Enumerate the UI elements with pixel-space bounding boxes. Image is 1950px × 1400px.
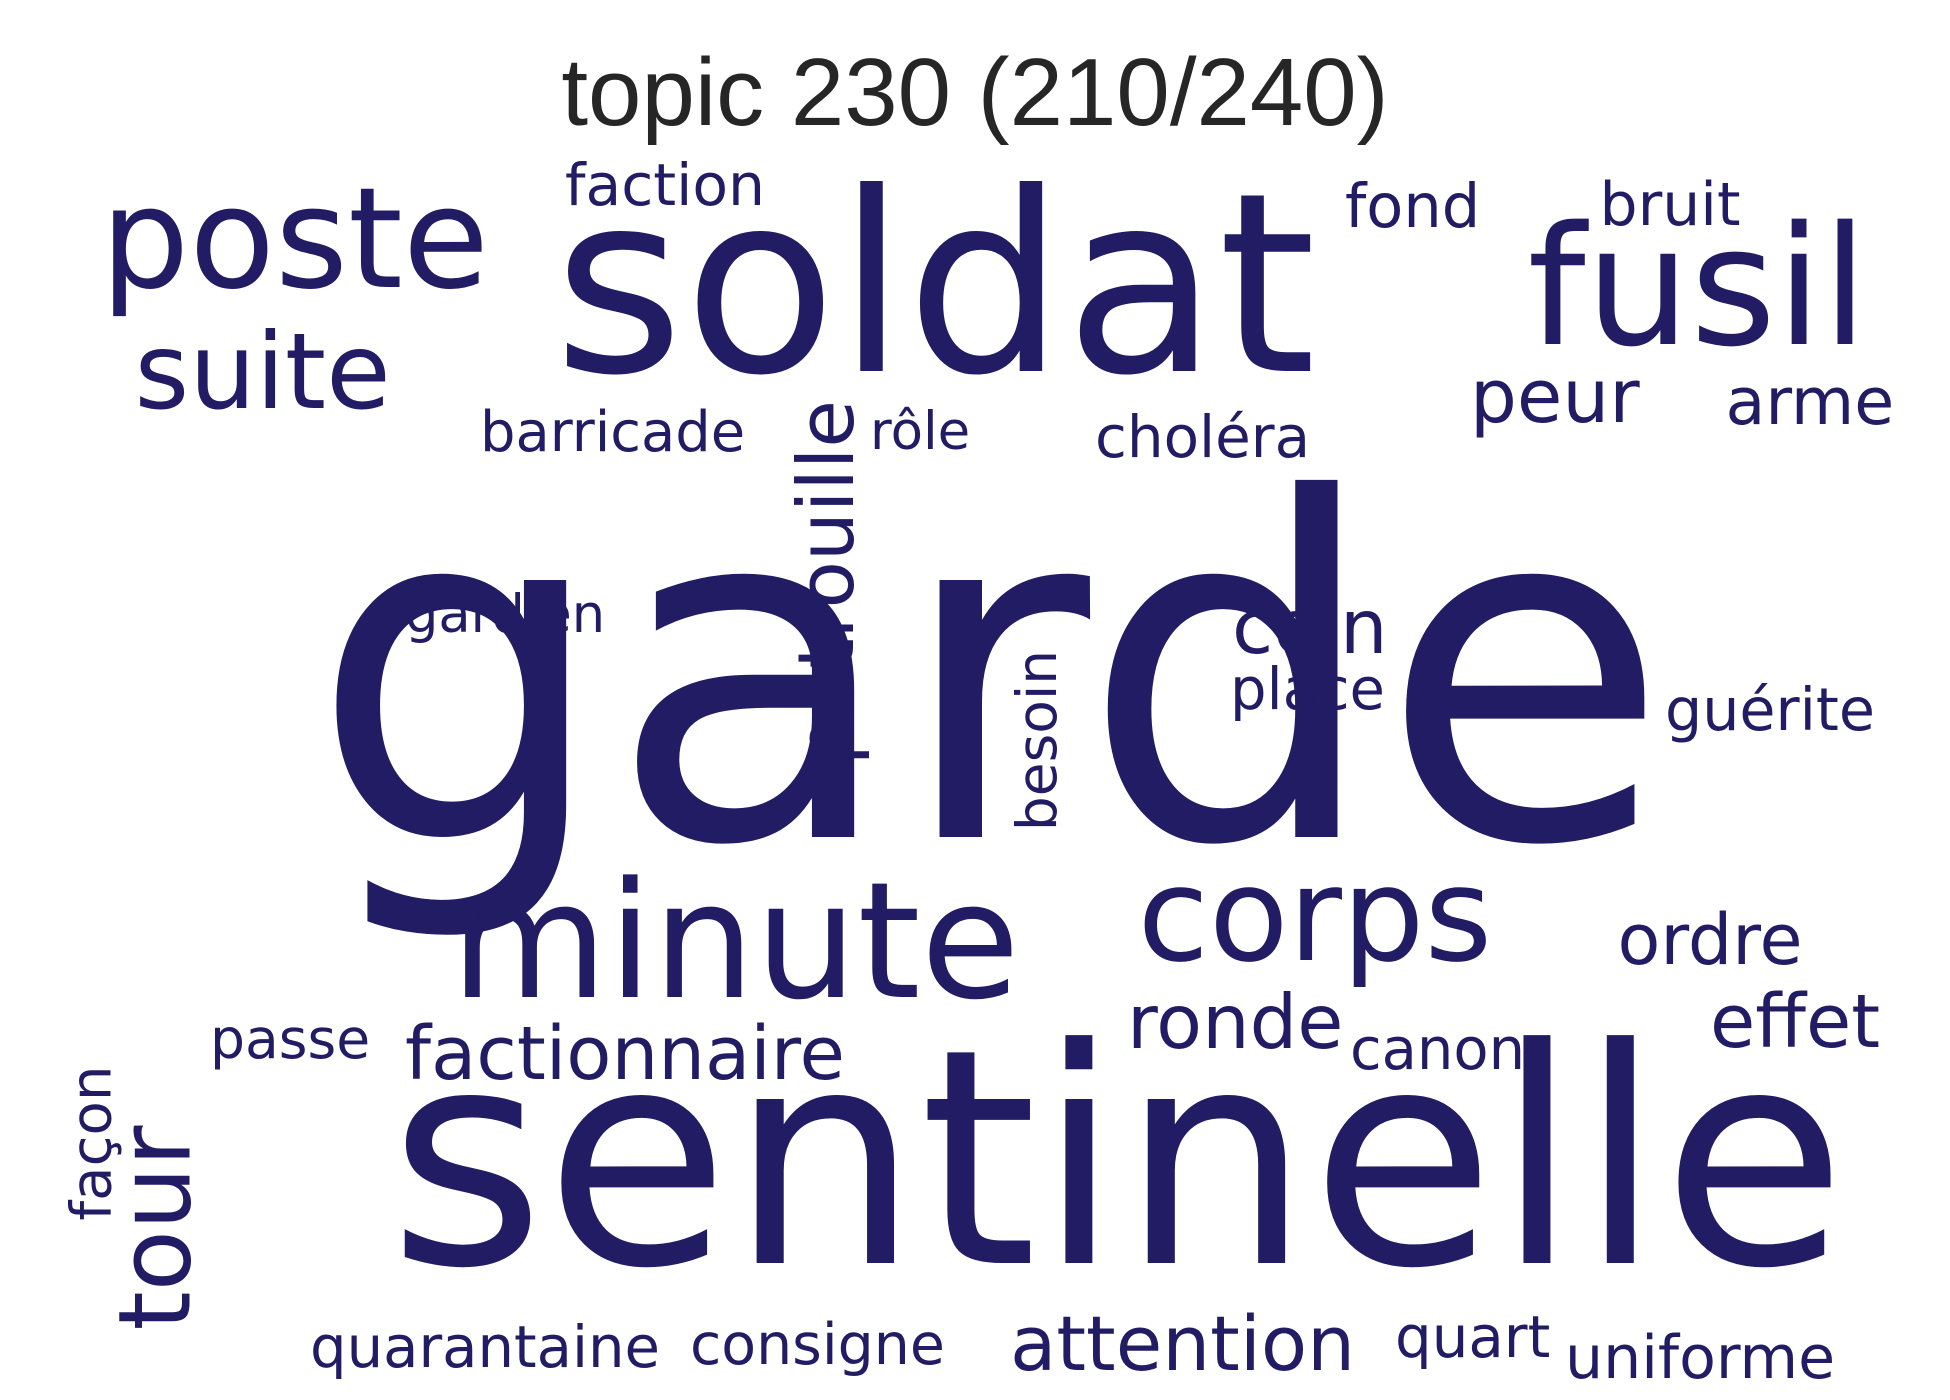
word-coin: coin <box>1232 583 1388 671</box>
word-attention: attention <box>1010 1300 1356 1388</box>
word-consigne: consigne <box>690 1311 945 1378</box>
word-uniforme: uniforme <box>1565 1322 1836 1393</box>
word-canon: canon <box>1350 1016 1526 1083</box>
word-minute: minute <box>450 848 1020 1036</box>
word-faction: faction <box>565 151 765 219</box>
word-poste: poste <box>100 158 490 321</box>
word-quarantaine: quarantaine <box>310 1312 661 1381</box>
word-cholera: choléra <box>1095 402 1311 471</box>
word-facon: façon <box>59 1065 125 1221</box>
word-place: place <box>1230 656 1385 723</box>
word-guerite: guérite <box>1665 675 1875 744</box>
word-peur: peur <box>1470 353 1640 440</box>
word-fond: fond <box>1345 172 1481 242</box>
word-soldat: soldat <box>553 139 1317 430</box>
word-sentinelle: sentinelle <box>388 985 1847 1334</box>
word-quart: quart <box>1395 1302 1551 1371</box>
word-effet: effet <box>1710 979 1881 1065</box>
word-besoin: besoin <box>1005 649 1070 831</box>
word-passe: passe <box>210 1007 371 1072</box>
word-barricade: barricade <box>480 399 746 465</box>
word-role: rôle <box>870 401 971 462</box>
word-suite: suite <box>134 311 391 433</box>
word-arme: arme <box>1725 365 1895 440</box>
word-patrouille: patrouille <box>781 400 872 766</box>
word-bruit: bruit <box>1599 170 1741 240</box>
word-fusil: fusil <box>1527 191 1868 383</box>
word-factionnaire: factionnaire <box>405 1011 845 1097</box>
word-corps: corps <box>1137 839 1493 991</box>
word-garde: garde <box>310 401 1670 948</box>
word-ronde: ronde <box>1127 978 1344 1066</box>
word-ordre: ordre <box>1617 899 1803 981</box>
figure-title: topic 230 (210/240) <box>561 39 1389 146</box>
word-gardien: gardien <box>405 583 606 645</box>
